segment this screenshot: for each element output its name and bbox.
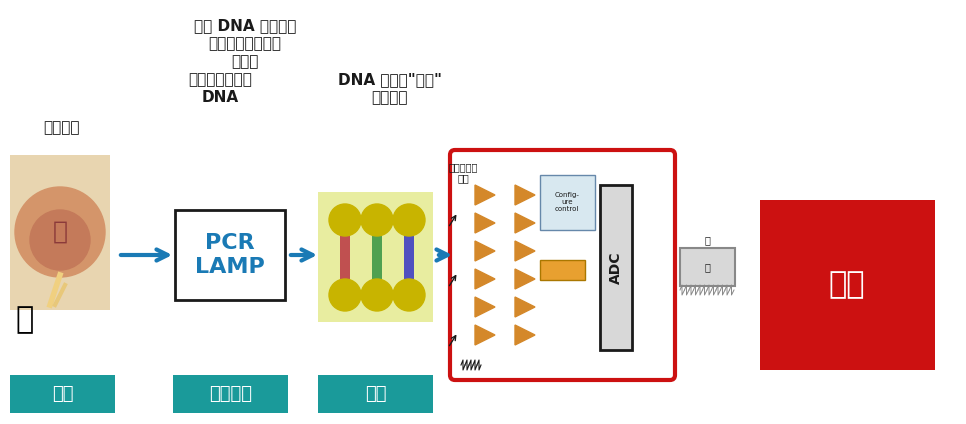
FancyBboxPatch shape	[318, 375, 433, 413]
Text: 因此，我们复制: 因此，我们复制	[188, 72, 252, 87]
Polygon shape	[515, 185, 535, 205]
FancyBboxPatch shape	[450, 150, 675, 380]
Polygon shape	[475, 241, 495, 261]
FancyBboxPatch shape	[372, 228, 382, 288]
Polygon shape	[515, 269, 535, 289]
Text: 🤚: 🤚	[15, 306, 34, 335]
Text: 鼻腔采样: 鼻腔采样	[43, 120, 80, 135]
FancyBboxPatch shape	[10, 155, 110, 310]
Text: 一个 DNA 样本产生: 一个 DNA 样本产生	[194, 18, 297, 33]
Text: 输: 输	[704, 262, 710, 272]
Circle shape	[393, 204, 425, 236]
Text: Config-
ure
control: Config- ure control	[554, 192, 580, 212]
Polygon shape	[515, 297, 535, 317]
Circle shape	[15, 187, 105, 277]
FancyBboxPatch shape	[680, 248, 735, 286]
Text: 处理: 处理	[829, 271, 866, 299]
Text: 的信号不足以被检: 的信号不足以被检	[209, 36, 281, 51]
FancyBboxPatch shape	[318, 192, 433, 322]
Polygon shape	[475, 213, 495, 233]
Text: 👄: 👄	[52, 220, 68, 244]
Circle shape	[393, 279, 425, 311]
FancyBboxPatch shape	[340, 228, 350, 288]
Text: 光电二极管
阵列: 光电二极管 阵列	[448, 162, 478, 184]
FancyBboxPatch shape	[760, 200, 935, 370]
Circle shape	[329, 204, 361, 236]
Text: DNA: DNA	[202, 90, 239, 105]
Polygon shape	[475, 297, 495, 317]
Polygon shape	[515, 325, 535, 345]
Polygon shape	[475, 269, 495, 289]
Circle shape	[361, 279, 393, 311]
Text: 信号增加: 信号增加	[372, 90, 409, 105]
Circle shape	[30, 210, 90, 270]
Circle shape	[329, 279, 361, 311]
Text: DNA 扩增时"荧光": DNA 扩增时"荧光"	[338, 72, 442, 87]
Text: 核酸扩增: 核酸扩增	[209, 385, 252, 403]
Polygon shape	[515, 213, 535, 233]
Polygon shape	[475, 185, 495, 205]
FancyBboxPatch shape	[540, 260, 585, 280]
FancyBboxPatch shape	[404, 228, 414, 288]
Text: 荧光: 荧光	[365, 385, 386, 403]
FancyBboxPatch shape	[10, 375, 115, 413]
Text: ADC: ADC	[609, 252, 623, 284]
Circle shape	[361, 204, 393, 236]
FancyBboxPatch shape	[173, 375, 288, 413]
Polygon shape	[515, 241, 535, 261]
Text: 测到。: 测到。	[231, 54, 259, 69]
Text: PCR
LAMP: PCR LAMP	[195, 233, 265, 276]
FancyBboxPatch shape	[540, 175, 595, 230]
FancyBboxPatch shape	[175, 210, 285, 300]
Text: 输: 输	[704, 235, 710, 245]
Text: 样品: 样品	[52, 385, 73, 403]
Polygon shape	[475, 325, 495, 345]
FancyBboxPatch shape	[600, 185, 632, 350]
